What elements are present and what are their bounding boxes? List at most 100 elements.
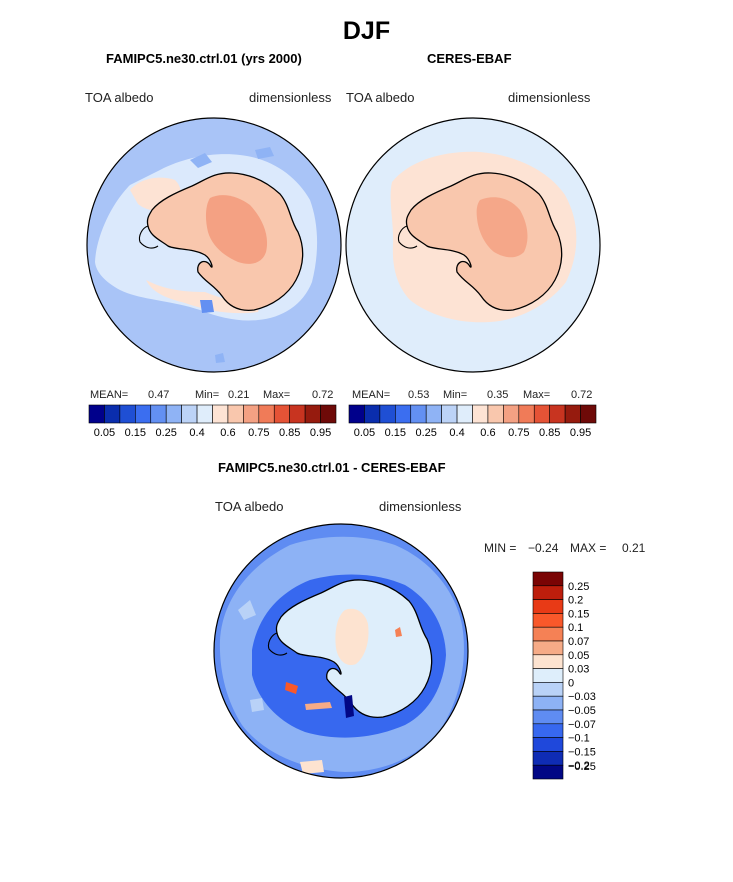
obs-colorbar-swatch [549, 404, 566, 424]
model-colorbar-swatch [320, 404, 337, 424]
model-antarctica [138, 172, 304, 311]
diff-colorbar-tick-label: −0.2 [568, 760, 590, 772]
model-max-label: Max= [263, 389, 291, 401]
obs-map-border [345, 117, 601, 373]
obs-colorbar-tick-label: 0.25 [415, 427, 436, 439]
obs-mean-label: MEAN= [352, 389, 391, 401]
diff-colorbar-swatch [532, 751, 564, 766]
diff-max-value: 0.21 [622, 541, 646, 555]
model-min-value: 0.21 [228, 389, 250, 401]
model-colorbar-swatch [165, 404, 182, 424]
diff-min-label: MIN = [484, 541, 517, 555]
model-colorbar-swatch [88, 404, 105, 424]
obs-colorbar-swatch [379, 404, 396, 424]
diff-antarctica [267, 579, 433, 718]
obs-colorbar-swatch [441, 404, 458, 424]
model-units-label: dimensionless [249, 90, 332, 105]
diff-colorbar-tick-label: 0.2 [568, 595, 583, 607]
model-colorbar-swatch [104, 404, 121, 424]
model-colorbar-tick-label: 0.25 [155, 427, 176, 439]
diff-colorbar-tick-label: −0.15 [568, 746, 596, 758]
obs-antarctica [397, 172, 563, 311]
diff-colorbar-swatch [532, 654, 564, 669]
obs-east-plateau-patch [476, 197, 528, 258]
diff-colorbar-tick-label: −0.03 [568, 691, 596, 703]
model-mean-value: 0.47 [148, 389, 170, 401]
diff-colorbar-tick-label: −0.05 [568, 705, 596, 717]
model-colorbar-swatch [273, 404, 290, 424]
obs-colorbar-tick-label: 0.95 [570, 427, 591, 439]
model-min-label: Min= [195, 389, 220, 401]
diff-min-value: −0.24 [528, 541, 559, 555]
diff-colorbar-swatch [532, 599, 564, 614]
model-colorbar-tick-label: 0.6 [220, 427, 235, 439]
diff-max-label: MAX = [570, 541, 607, 555]
obs-units-label: dimensionless [508, 90, 591, 105]
model-colorbar-swatch [289, 404, 306, 424]
model-colorbar-swatch [150, 404, 167, 424]
obs-colorbar-swatch [456, 404, 473, 424]
diff-colorbar-swatch [532, 626, 564, 642]
diff-map-border [213, 523, 469, 779]
obs-colorbar-tick-label: 0.05 [354, 427, 375, 439]
diff-colorbar-tick-label: 0.05 [568, 650, 589, 662]
model-colorbar-tick-label: 0.05 [94, 427, 115, 439]
obs-panel-title: CERES-EBAF [427, 51, 512, 66]
diff-colorbar-tick-label: −0.07 [568, 719, 596, 731]
diff-colorbar-swatch [532, 571, 564, 587]
model-colorbar: 0.05 0.15 0.25 0.4 0.6 0.75 0.85 0.95 [88, 404, 337, 439]
model-colorbar-tick-label: 0.95 [310, 427, 331, 439]
diff-colorbar-tick-label: −0.1 [568, 733, 590, 745]
diff-colorbar-tick-label: 0.25 [568, 581, 589, 593]
obs-antarctica-landmass [405, 172, 563, 311]
model-east-plateau-patch [205, 195, 268, 264]
model-colorbar-swatch [181, 404, 198, 424]
diff-colorbar-swatch [532, 709, 564, 725]
diff-colorbar-tick-label: 0.07 [568, 636, 589, 648]
diff-colorbar-swatch [532, 640, 564, 656]
figure-title: DJF [342, 17, 391, 45]
obs-colorbar-swatch [533, 404, 550, 424]
obs-mean-value: 0.53 [408, 389, 430, 401]
diff-positive-hotspot [285, 682, 298, 694]
diff-colorbar-tick-label: 0.03 [568, 664, 589, 676]
model-colorbar-tick-label: 0.4 [189, 427, 204, 439]
diff-colorbar-tick-label: −0.25 [568, 761, 596, 773]
model-colorbar-tick-label: 0.85 [279, 427, 300, 439]
model-colorbar-swatch [196, 404, 213, 424]
diff-colorbar-swatch [532, 585, 564, 600]
obs-colorbar-tick-label: 0.6 [480, 427, 495, 439]
obs-colorbar: 0.05 0.15 0.25 0.4 0.6 0.75 0.85 0.95 [348, 404, 597, 439]
model-max-value: 0.72 [312, 389, 334, 401]
obs-colorbar-tick-label: 0.85 [539, 427, 560, 439]
model-colorbar-swatch [258, 404, 275, 424]
diff-colorbar-tick-label: 0.15 [568, 608, 589, 620]
obs-colorbar-swatch [410, 404, 427, 424]
obs-colorbar-swatch [472, 404, 489, 424]
diff-colorbar-swatch [532, 723, 564, 738]
obs-variable-label: TOA albedo [346, 90, 415, 105]
obs-colorbar-swatch [364, 404, 381, 424]
obs-min-value: 0.35 [487, 389, 509, 401]
obs-colorbar-swatch [425, 404, 442, 424]
diff-panel-title: FAMIPC5.ne30.ctrl.01 - CERES-EBAF [218, 460, 446, 475]
model-colorbar-swatch [304, 404, 321, 424]
model-colorbar-swatch [119, 404, 136, 424]
model-colorbar-tick-label: 0.75 [248, 427, 269, 439]
obs-colorbar-tick-label: 0.15 [385, 427, 406, 439]
model-colorbar-swatch [243, 404, 260, 424]
model-colorbar-swatch [212, 404, 229, 424]
diff-colorbar-swatch [532, 682, 564, 697]
obs-colorbar-tick-label: 0.4 [449, 427, 464, 439]
obs-min-label: Min= [443, 389, 468, 401]
diff-colorbar-swatch [532, 695, 564, 711]
model-variable-label: TOA albedo [85, 90, 154, 105]
obs-colorbar-swatch [518, 404, 535, 424]
model-colorbar-swatch [227, 404, 244, 424]
diff-colorbar-swatch [532, 613, 564, 628]
diff-east-positive-patch [335, 608, 369, 666]
model-map-border [86, 117, 342, 373]
obs-colorbar-swatch [564, 404, 581, 424]
model-colorbar-tick-label: 0.15 [125, 427, 146, 439]
